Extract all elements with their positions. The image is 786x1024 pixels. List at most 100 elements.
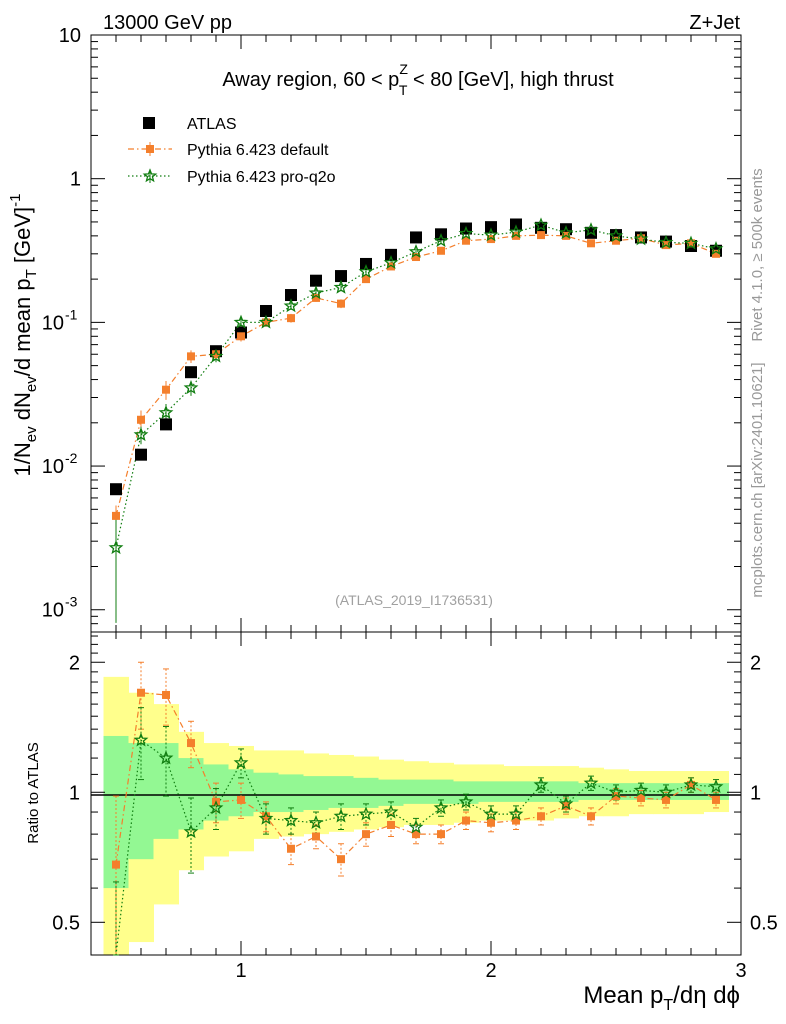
default-point <box>487 235 495 244</box>
default-ratio-point <box>162 690 170 699</box>
header-energy-label: 13000 GeV pp <box>103 12 232 34</box>
atlas-point <box>335 270 347 283</box>
atlas-point <box>385 248 397 261</box>
default-ratio-point <box>412 830 420 839</box>
proq2o-point <box>608 228 624 243</box>
ratio-band-inner <box>453 781 479 804</box>
proq2o-ratio-point <box>583 775 599 790</box>
ratio-band-inner <box>278 774 304 813</box>
ratio-default-points <box>112 688 720 869</box>
proq2o-point <box>483 227 499 242</box>
plot-title: Away region, 60 < pZ T < 80 [GeV], high t… <box>222 61 614 98</box>
proq2o-point <box>308 285 324 300</box>
proq2o-ratio-point <box>233 755 249 770</box>
proq2o-ratio-point <box>358 806 374 821</box>
ratio-tick-label-right: 0.5 <box>750 912 778 934</box>
ratio-tick-label-left: 0.5 <box>52 912 80 934</box>
proq2o-ratio-point <box>408 819 424 834</box>
proq2o-point <box>208 348 224 363</box>
legend-label-default: Pythia 6.423 default <box>187 142 329 159</box>
proq2o-point <box>408 243 424 259</box>
default-point <box>337 299 345 308</box>
main-axis-ticks <box>91 34 742 633</box>
proq2o-point <box>108 539 124 555</box>
x-axis-title: Mean pT/dη dϕ <box>583 982 740 1014</box>
legend-label-proq2o: Pythia 6.423 pro-q2o <box>187 169 336 186</box>
default-ratio-point <box>362 830 370 839</box>
default-ratio-point <box>712 795 720 804</box>
ratio-proq2o-points <box>133 732 724 839</box>
default-ratio-point <box>537 812 545 821</box>
proq2o-point <box>433 232 449 248</box>
atlas-point <box>185 366 197 379</box>
ratio-uncertainty-bands <box>103 676 729 955</box>
main-default-points <box>112 231 720 520</box>
default-ratio-point <box>662 795 670 804</box>
default-ratio-point <box>287 844 295 853</box>
default-point <box>462 236 470 245</box>
default-ratio-point <box>437 830 445 839</box>
default-ratio-point <box>512 816 520 825</box>
default-point <box>262 318 270 327</box>
x-tick-label: 2 <box>485 960 496 982</box>
default-point <box>312 293 320 302</box>
ratio-band-inner <box>403 779 429 804</box>
default-ratio-point <box>337 855 345 864</box>
y-tick-label-exponent: -1 <box>65 306 78 322</box>
default-point <box>212 350 220 359</box>
y-axis-title: 1/Nev dNev/d mean pT [GeV]-1 <box>7 194 40 477</box>
rivet-version-label: Rivet 4.1.0, ≥ 500k events <box>749 168 766 341</box>
ratio-axis-ticks <box>91 632 742 955</box>
proq2o-point <box>358 263 374 279</box>
main-proq2o-points <box>108 217 724 555</box>
legend-label-atlas: ATLAS <box>187 116 237 133</box>
default-ratio-point <box>137 688 145 697</box>
proq2o-ratio-point <box>258 810 274 825</box>
ratio-band-inner <box>178 758 204 830</box>
ratio-tick-label-right: 2 <box>750 652 761 674</box>
proq2o-point <box>333 279 349 294</box>
default-ratio-point <box>587 812 595 821</box>
default-point <box>162 385 170 394</box>
ratio-tick-label-left: 1 <box>69 782 80 804</box>
default-ratio-point <box>612 792 620 801</box>
default-point <box>712 249 720 258</box>
legend: ATLAS Pythia 6.423 default Pythia 6.423 … <box>128 116 336 186</box>
proq2o-point <box>183 380 199 395</box>
proq2o-point <box>533 217 549 232</box>
proq2o-point <box>658 234 674 249</box>
mcplots-label: mcplots.cern.ch [arXiv:2401.10621] <box>749 362 766 597</box>
default-ratio-point <box>237 795 245 804</box>
proq2o-ratio-point <box>383 804 399 819</box>
y-tick-label-exponent: -2 <box>65 450 78 466</box>
legend-marker-atlas <box>143 117 155 129</box>
proq2o-ratio-point <box>133 732 149 747</box>
proq2o-point <box>458 225 474 240</box>
analysis-id-label: (ATLAS_2019_I1736531) <box>335 592 493 608</box>
proq2o-ratio-point <box>158 750 174 765</box>
atlas-point <box>160 418 172 431</box>
atlas-point <box>410 231 422 244</box>
default-point <box>512 231 520 240</box>
ratio-tick-labels: 0.5 0.5 1 1 2 2 <box>52 652 778 934</box>
y-tick-label: 10 <box>42 456 64 478</box>
proq2o-point <box>283 298 299 313</box>
default-point <box>412 253 420 262</box>
ratio-axis-title: Ratio to ATLAS <box>25 742 42 843</box>
proq2o-ratio-point <box>533 777 549 792</box>
default-point <box>362 275 370 284</box>
ratio-band-inner <box>553 781 579 802</box>
default-ratio-point <box>312 832 320 841</box>
proq2o-point <box>583 222 599 237</box>
default-point <box>187 352 195 361</box>
ratio-tick-label-right: 1 <box>750 782 761 804</box>
line-proq2o-main <box>115 224 717 548</box>
default-point <box>687 239 695 248</box>
default-ratio-point <box>637 793 645 802</box>
header-process-label: Z+Jet <box>689 12 740 34</box>
ratio-band-inner <box>478 781 504 802</box>
ratio-panel: 0.5 0.5 1 1 2 2 <box>52 631 778 956</box>
default-ratio-point <box>387 820 395 829</box>
atlas-point <box>260 304 272 317</box>
